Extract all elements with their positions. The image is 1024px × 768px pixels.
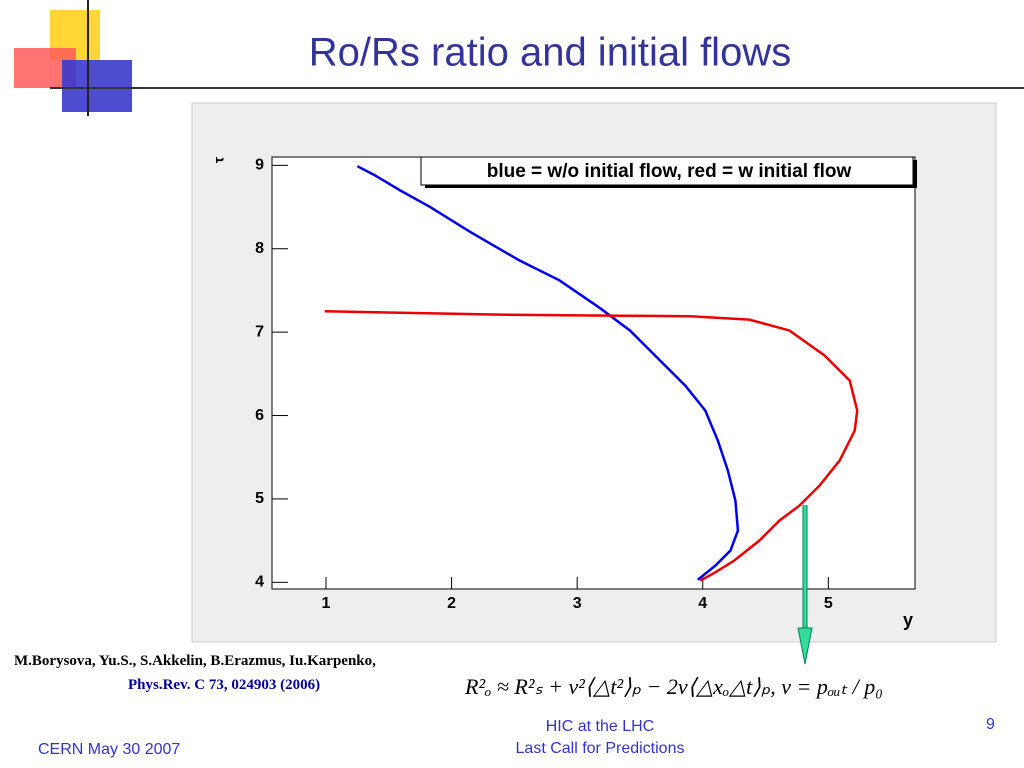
x-tick-label: 1	[322, 595, 331, 612]
y-axis-label: τ	[211, 156, 227, 163]
deco-square	[62, 60, 132, 112]
footer-left: CERN May 30 2007	[38, 741, 181, 758]
series-line	[324, 310, 859, 582]
x-tick-label: 3	[573, 595, 582, 612]
x-tick-label: 4	[698, 595, 707, 612]
formula: R²ₒ ≈ R²ₛ + v²⟨△t²⟩ₚ − 2v⟨△xₒ△t⟩ₚ, v = p…	[465, 674, 883, 699]
x-tick-label: 5	[824, 595, 833, 612]
reference: Phys.Rev. C 73, 024903 (2006)	[128, 677, 321, 693]
series-line	[356, 165, 740, 581]
arrow-head	[797, 627, 813, 665]
y-tick-label: 5	[255, 490, 264, 507]
chart: blue = w/o initial flow, red = w initial…	[191, 102, 997, 665]
y-tick-label: 4	[255, 574, 264, 591]
authors: M.Borysova, Yu.S., S.Akkelin, B.Erazmus,…	[14, 653, 376, 669]
y-tick-label: 7	[255, 323, 264, 340]
slide-title: Ro/Rs ratio and initial flows	[309, 31, 791, 75]
footer-center: HIC at the LHC Last Call for Predictions	[450, 716, 750, 760]
plot-frame	[271, 156, 916, 590]
x-axis-label: y	[903, 610, 913, 630]
y-tick-label: 8	[255, 240, 264, 257]
footer-line: Last Call for Predictions	[515, 740, 685, 757]
y-tick-label: 9	[255, 157, 264, 174]
annotation-box	[420, 156, 914, 186]
page-number: 9	[986, 716, 995, 733]
x-tick-label: 2	[447, 595, 456, 612]
y-tick-label: 6	[255, 407, 264, 424]
annotation: blue = w/o initial flow, red = w initial…	[487, 161, 852, 182]
footer-line: HIC at the LHC	[545, 718, 655, 735]
